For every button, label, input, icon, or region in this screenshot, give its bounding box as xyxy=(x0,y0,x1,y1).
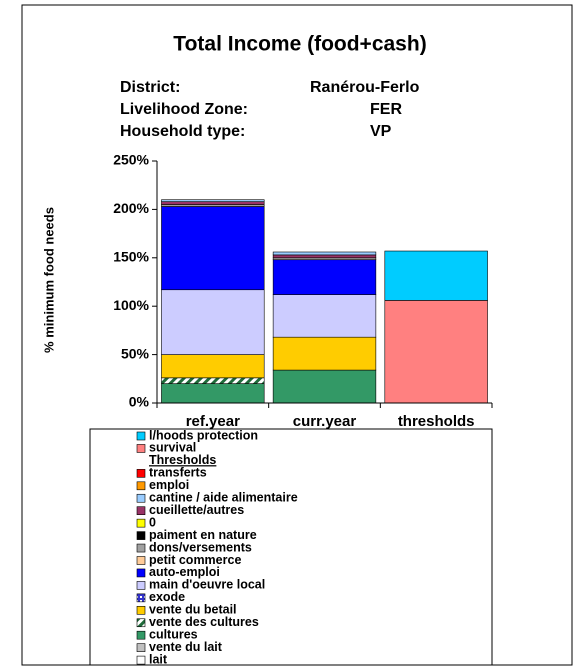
subtitle-label: Livelihood Zone: xyxy=(120,101,248,118)
legend-swatch xyxy=(136,630,146,640)
legend-label: l/hoods protection xyxy=(149,428,258,442)
legend-label: 0 xyxy=(149,515,156,529)
legend-label: survival xyxy=(149,441,196,455)
y-tick-label: 0% xyxy=(129,394,150,410)
subtitle-label: Household type: xyxy=(120,123,245,140)
legend-label: vente du lait xyxy=(149,640,223,654)
bar-segment xyxy=(272,254,377,259)
legend-swatch xyxy=(136,655,146,665)
bar-segment xyxy=(272,336,377,371)
bar-segment xyxy=(384,300,488,404)
legend-label: cantine / aide alimentaire xyxy=(149,491,298,505)
subtitle-value: FER xyxy=(370,101,402,118)
y-axis-label: % minimum food needs xyxy=(41,207,56,353)
legend-label: vente du betail xyxy=(149,603,237,617)
legend-swatch xyxy=(136,618,146,628)
legend-label: petit commerce xyxy=(149,553,241,567)
legend-swatch xyxy=(136,605,146,615)
bar-segment xyxy=(161,201,265,205)
bar-segment xyxy=(161,199,265,202)
subtitle-value: VP xyxy=(370,123,392,140)
subtitle-value: Ranérou-Ferlo xyxy=(310,79,420,96)
legend-label: main d'oeuvre local xyxy=(149,578,265,592)
legend-swatch xyxy=(136,431,146,441)
x-tick-label: ref.year xyxy=(186,413,240,430)
legend-swatch xyxy=(136,556,146,565)
x-tick-label: thresholds xyxy=(398,413,475,430)
bar-segment xyxy=(272,369,377,404)
legend-swatch xyxy=(136,643,146,652)
y-tick-label: 200% xyxy=(113,200,149,216)
y-tick-label: 250% xyxy=(113,152,149,168)
bar-segment xyxy=(272,259,377,295)
legend-label: auto-emploi xyxy=(149,565,220,579)
legend-heading: Thresholds xyxy=(149,453,216,467)
bar-segment xyxy=(161,383,265,404)
y-tick-label: 50% xyxy=(121,345,150,361)
legend-swatch xyxy=(136,531,146,540)
legend-swatch xyxy=(136,568,146,578)
legend-label: exode xyxy=(149,590,185,604)
bar-segment xyxy=(161,377,265,384)
legend-label: cueillette/autres xyxy=(149,503,244,517)
bar-segment xyxy=(161,289,265,355)
legend-swatch xyxy=(136,506,146,516)
bar-segment xyxy=(272,294,377,338)
chart-title: Total Income (food+cash) xyxy=(173,33,426,56)
legend-swatch xyxy=(136,543,146,553)
legend-swatch xyxy=(136,444,146,453)
legend-swatch xyxy=(136,469,146,478)
plot-background xyxy=(30,142,560,154)
legend-swatch xyxy=(136,493,146,503)
bar-segment xyxy=(161,206,265,291)
legend-label: paiment en nature xyxy=(149,528,257,542)
legend-swatch xyxy=(136,518,146,528)
subtitle-label: District: xyxy=(120,79,180,96)
x-tick-label: curr.year xyxy=(293,413,357,430)
legend-swatch xyxy=(136,481,146,491)
bar-segment xyxy=(272,251,377,256)
legend-box xyxy=(89,428,493,666)
legend-label: emploi xyxy=(149,478,189,492)
legend-label: cultures xyxy=(149,627,198,641)
bar-segment xyxy=(161,354,265,379)
legend-label: transferts xyxy=(149,466,207,480)
legend-label: dons/versements xyxy=(149,540,252,554)
legend-label: vente des cultures xyxy=(149,615,259,629)
legend-swatch xyxy=(136,593,146,603)
y-tick-label: 150% xyxy=(113,249,149,265)
legend-swatch xyxy=(136,581,146,590)
legend-label: lait xyxy=(149,652,168,666)
y-tick-label: 100% xyxy=(113,297,149,313)
bar-segment xyxy=(384,250,488,301)
